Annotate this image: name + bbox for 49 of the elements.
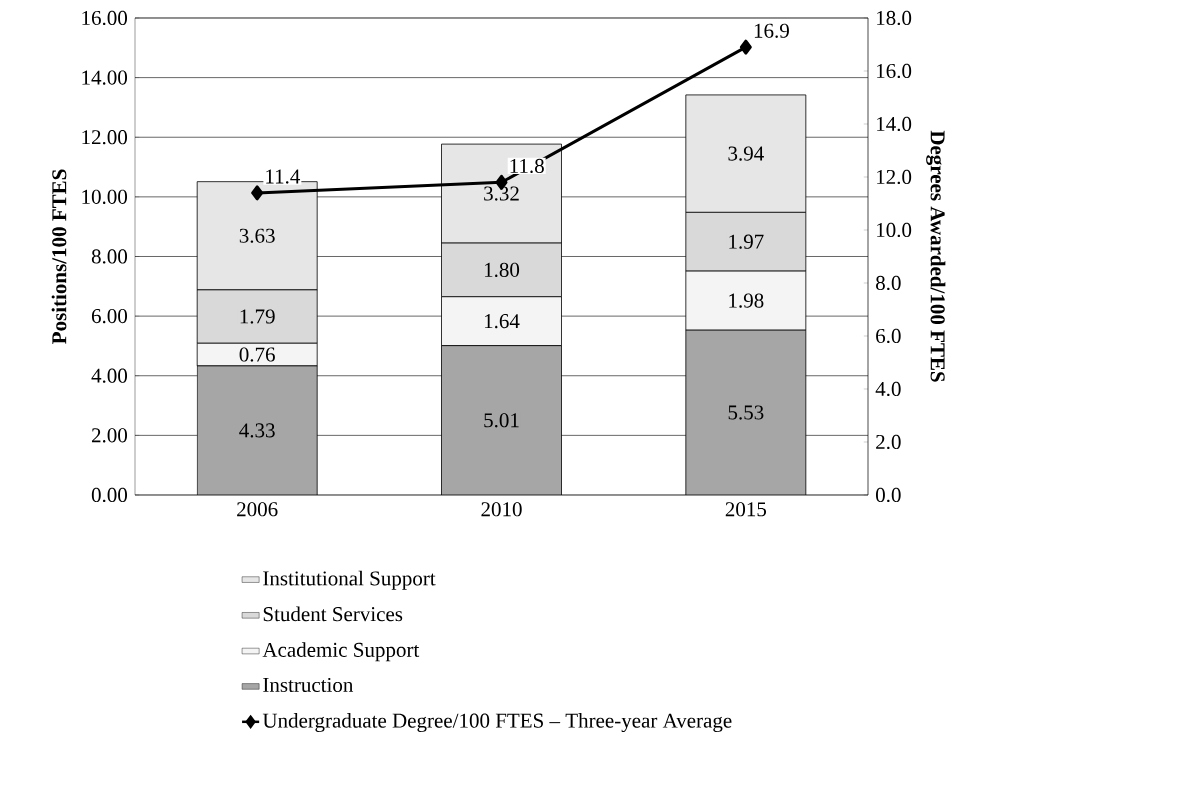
y-tick-label: 0.00 <box>91 487 128 503</box>
y-tick-label: 12.00 <box>82 130 128 145</box>
y2-tick-label: 10.0 <box>877 222 912 238</box>
data-label: 1.97 <box>729 234 764 249</box>
legend-label: Academic Support <box>262 642 420 662</box>
point <box>251 185 264 201</box>
bar <box>441 345 562 495</box>
y-axis-title: Positions/100 FTES <box>51 169 67 344</box>
data-label: 11.8 <box>510 158 544 174</box>
legend-label: Instruction <box>263 677 354 693</box>
y-tick-label: 10.00 <box>82 189 128 204</box>
y2-tick-label: 0.0 <box>876 487 901 503</box>
y-tick-label: 2.00 <box>91 428 128 443</box>
y-tick-label: 8.00 <box>91 249 128 264</box>
data-label: 1.98 <box>729 293 764 308</box>
legend-label: Institutional Support <box>263 570 436 590</box>
data-label: 16.9 <box>754 23 789 38</box>
data-label: 1.64 <box>484 314 520 329</box>
point <box>739 39 752 55</box>
y2-tick-label: 2.0 <box>876 434 901 450</box>
y-tick-label: 16.00 <box>82 10 128 26</box>
x-tick-label: 2010 <box>481 502 522 517</box>
y2-tick-label: 14.0 <box>877 116 912 132</box>
x-tick-label: 2006 <box>237 502 278 517</box>
y-tick-label: 6.00 <box>91 308 128 324</box>
y-tick-label: 4.00 <box>91 368 128 383</box>
data-label: 5.53 <box>728 405 764 420</box>
bar <box>685 329 807 495</box>
bar <box>196 365 318 495</box>
legend-label: Student Services <box>263 606 403 622</box>
data-label: 0.76 <box>239 347 275 362</box>
y2-axis-title: Degrees Awarded/100 FTES <box>926 130 946 382</box>
data-label: 3.32 <box>484 186 519 201</box>
data-label: 11.4 <box>266 169 301 184</box>
data-label: 3.94 <box>728 146 764 161</box>
y2-tick-label: 18.0 <box>877 10 912 26</box>
data-label: 1.80 <box>484 262 520 278</box>
data-label: 4.33 <box>239 423 275 438</box>
y-tick-label: 14.00 <box>82 70 128 85</box>
data-label: 1.79 <box>240 309 275 324</box>
x-tick-label: 2015 <box>725 502 767 517</box>
y2-tick-label: 16.0 <box>877 63 912 79</box>
data-label: 5.01 <box>484 413 519 428</box>
y2-tick-label: 4.0 <box>875 381 901 397</box>
y2-tick-label: 8.0 <box>876 275 901 291</box>
y2-tick-label: 6.0 <box>876 328 901 344</box>
y2-tick-label: 12.0 <box>877 169 912 185</box>
legend-label: Undergraduate Degree/100 FTES – Three-year Average <box>262 712 732 733</box>
data-label: 3.63 <box>239 228 275 243</box>
